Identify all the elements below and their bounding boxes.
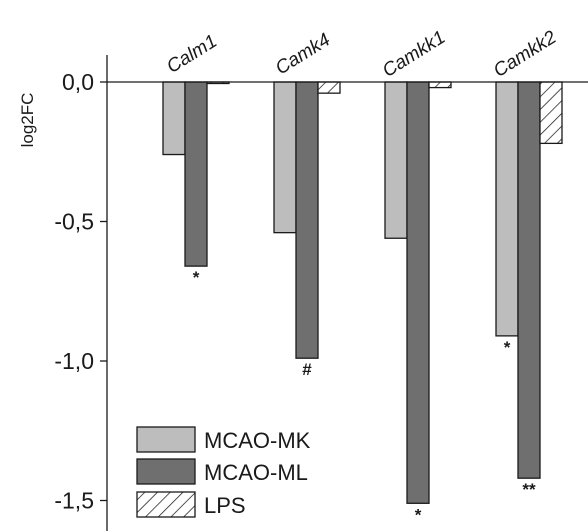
legend-label-lps: LPS [204,493,246,518]
y-axis-title: log2FC [18,93,37,148]
y-tick-label-0: 0,0 [62,69,94,95]
significance-camkk2-mcao-mk: * [504,338,511,357]
legend-label-mcao-mk: MCAO-MK [204,428,311,453]
bar-camkk1-mcao-ml [407,82,429,503]
significance-camkk2-mcao-ml: ** [522,480,536,499]
bar-camkk2-mcao-mk [496,82,518,336]
legend-label-mcao-ml: MCAO-ML [204,460,308,485]
category-label-camkk1: Camkk1 [379,27,449,82]
y-tick-label-1: -0,5 [54,209,94,235]
bar-calm1-mcao-ml [185,82,207,266]
significance-calm1-mcao-ml: * [193,268,200,287]
significance-markers: *#**** [193,268,536,524]
bar-camk4-mcao-mk [274,82,296,233]
legend-swatch-mcao-ml [137,459,195,484]
significance-camk4-mcao-ml: # [302,360,312,379]
y-tick-label-3: -1,5 [54,488,94,514]
bar-camkk1-mcao-mk [385,82,407,238]
bar-camk4-lps [318,82,340,93]
bar-camk4-mcao-ml [296,82,318,358]
bar-calm1-mcao-mk [163,82,185,155]
bar-camkk2-lps [540,82,562,143]
y-axis-title-text: log2FC [18,93,37,148]
category-label-camk4: Camk4 [272,29,334,79]
significance-camkk1-mcao-ml: * [415,505,422,524]
legend: MCAO-MK MCAO-ML LPS [137,427,311,518]
bar-camkk2-mcao-ml [518,82,540,478]
legend-swatch-mcao-mk [137,427,195,452]
bar-camkk1-lps [429,82,451,88]
y-tick-label-2: -1,0 [54,348,94,374]
category-label-calm1: Calm1 [163,31,221,78]
legend-swatch-lps [137,492,195,517]
category-label-camkk2: Camkk2 [490,27,561,82]
category-labels: Calm1 Camk4 Camkk1 Camkk2 [163,27,560,82]
